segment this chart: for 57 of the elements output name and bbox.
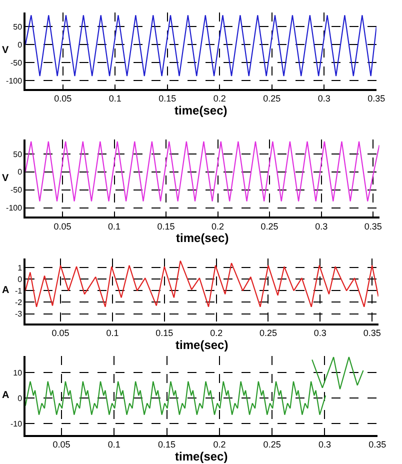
x-tick-label: 0.25 — [260, 221, 278, 232]
line-series — [25, 14, 376, 77]
x-tick-label: 0.2 — [213, 94, 226, 104]
x-tick-label: 0.1 — [108, 94, 122, 104]
y-tick-label: 1 — [18, 264, 23, 273]
x-axis-title: time(sec) — [176, 231, 229, 246]
y-tick-label: -50 — [10, 186, 23, 195]
x-tick-label: 0.15 — [156, 328, 174, 338]
x-tick-label: 0.3 — [314, 328, 326, 338]
x-tick-label: 0.05 — [54, 221, 72, 232]
y-axis-title: A — [2, 285, 10, 296]
y-tick-label: -100 — [6, 76, 23, 86]
line-series — [25, 380, 326, 416]
x-tick-label: 0.05 — [52, 440, 70, 450]
x-tick-label: 0.35 — [368, 440, 386, 450]
x-tick-label: 0.15 — [157, 221, 175, 232]
x-tick-label: 0.2 — [210, 328, 223, 338]
y-tick-label: 0 — [18, 40, 23, 50]
y-tick-label: -50 — [10, 58, 23, 68]
x-axis-title: time(sec) — [174, 104, 228, 118]
y-axis-title: V — [2, 173, 9, 184]
x-tick-label: 0.25 — [263, 94, 281, 104]
x-tick-label: 0.25 — [259, 328, 278, 338]
y-tick-label: 0 — [18, 168, 23, 177]
line-series — [312, 356, 364, 390]
x-tick-label: 0.1 — [106, 328, 119, 338]
x-tick-label: 0.15 — [158, 440, 176, 450]
x-tick-label: 0.05 — [54, 94, 72, 104]
y-tick-label: 0 — [18, 394, 23, 403]
x-axis-title: time(sec) — [175, 450, 228, 464]
x-tick-label: 0.35 — [363, 328, 381, 338]
y-tick-label: -100 — [6, 204, 23, 213]
line-series — [25, 260, 378, 308]
x-tick-label: 0.05 — [52, 328, 70, 338]
y-axis-title: V — [2, 45, 9, 56]
y-tick-label: 0 — [18, 275, 23, 284]
x-tick-label: 0.3 — [318, 440, 331, 450]
y-tick-label: 10 — [13, 368, 23, 378]
x-tick-label: 0.1 — [108, 221, 121, 232]
x-tick-label: 0.3 — [318, 94, 330, 104]
y-tick-label: 50 — [13, 150, 23, 159]
x-axis-title: time(sec) — [176, 338, 228, 352]
x-tick-label: 0.25 — [263, 440, 281, 450]
x-tick-label: 0.3 — [315, 221, 328, 232]
line-series — [25, 140, 380, 202]
x-tick-label: 0.35 — [368, 94, 386, 104]
y-tick-label: 50 — [13, 22, 23, 32]
y-tick-label: -3 — [14, 310, 23, 319]
y-tick-label: -10 — [10, 420, 23, 429]
x-tick-label: 0.2 — [213, 440, 226, 450]
y-tick-label: -2 — [14, 298, 23, 308]
y-tick-label: -1 — [14, 286, 23, 296]
x-tick-label: 0.35 — [364, 221, 382, 232]
y-axis-title: A — [2, 390, 10, 401]
x-tick-label: 0.2 — [212, 221, 224, 232]
x-tick-label: 0.1 — [108, 440, 120, 450]
x-tick-label: 0.15 — [158, 94, 176, 104]
